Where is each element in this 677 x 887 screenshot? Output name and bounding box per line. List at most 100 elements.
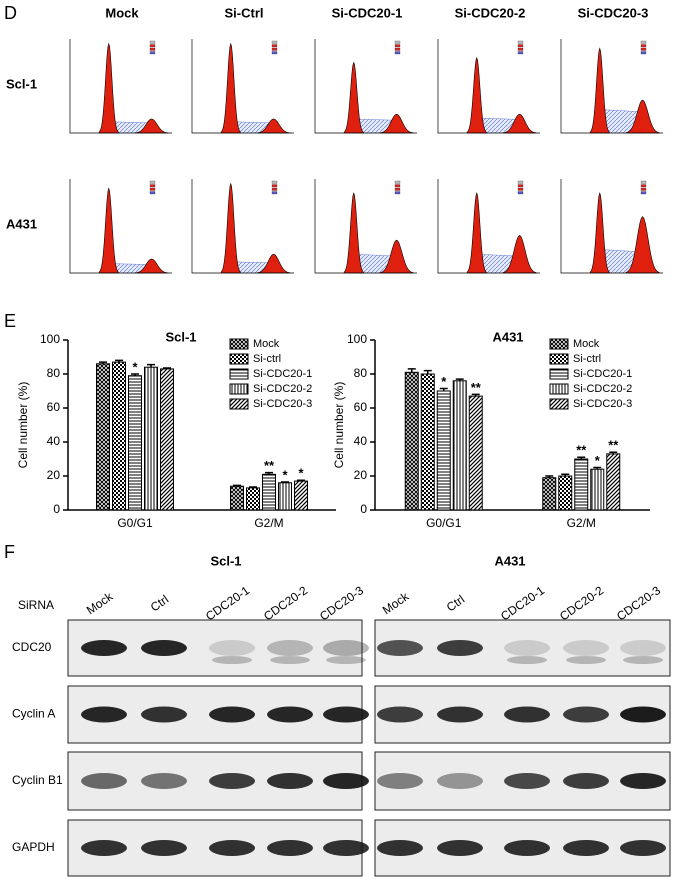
band xyxy=(563,706,609,723)
g2-peak xyxy=(256,118,291,134)
bar xyxy=(590,468,605,511)
legend-swatch xyxy=(394,180,401,184)
legend-swatch xyxy=(394,47,401,51)
band xyxy=(141,640,187,656)
error-bar xyxy=(233,484,241,487)
y-tick-label: 80 xyxy=(354,366,368,380)
band xyxy=(267,706,313,723)
legend-swatch xyxy=(517,44,524,48)
blot-row-label: CDC20 xyxy=(12,640,52,654)
band xyxy=(620,706,666,723)
legend-label: Si-ctrl xyxy=(573,353,601,365)
legend-swatch xyxy=(271,47,278,51)
significance: * xyxy=(132,359,138,374)
g1-peak xyxy=(589,192,610,274)
legend-label: Si-CDC20-1 xyxy=(253,368,312,380)
legend-swatch xyxy=(640,47,647,51)
axes xyxy=(314,179,417,274)
g1-peak xyxy=(466,56,487,134)
band xyxy=(620,640,666,656)
legend-swatch xyxy=(229,338,249,350)
band xyxy=(141,840,187,856)
bar xyxy=(160,368,174,511)
panel-label: D xyxy=(4,3,17,23)
band xyxy=(209,840,255,856)
bar xyxy=(128,375,142,511)
row-label: A431 xyxy=(6,216,37,231)
error-bar xyxy=(609,451,618,454)
legend-swatch xyxy=(640,191,647,195)
legend-swatch xyxy=(640,51,647,55)
legend-swatch xyxy=(271,191,278,195)
band xyxy=(323,773,369,789)
legend-swatch xyxy=(549,368,569,380)
band xyxy=(504,640,550,656)
x-tick-label: G2/M xyxy=(567,516,596,530)
legend-label: Mock xyxy=(253,338,280,350)
y-tick-label: 20 xyxy=(354,468,368,482)
significance: ** xyxy=(471,380,482,395)
legend-swatch xyxy=(394,191,401,195)
axes xyxy=(191,179,294,274)
legend-swatch xyxy=(549,353,569,365)
column-header: Si-CDC20-3 xyxy=(578,5,649,20)
bar xyxy=(452,380,467,511)
band xyxy=(326,656,366,664)
x-tick-label: G0/G1 xyxy=(426,516,462,530)
legend-label: Mock xyxy=(573,338,600,350)
g2-peak xyxy=(379,239,414,274)
band xyxy=(563,640,609,656)
legend-swatch xyxy=(271,180,278,184)
band xyxy=(563,773,609,789)
band xyxy=(81,840,127,856)
legend-swatch xyxy=(149,184,156,188)
y-tick-label: 0 xyxy=(360,502,367,516)
legend-label: Si-ctrl xyxy=(253,353,281,365)
bar xyxy=(112,361,126,511)
y-tick-label: 80 xyxy=(47,366,61,380)
row-label: Scl-1 xyxy=(6,76,37,91)
band xyxy=(323,640,369,656)
bar xyxy=(404,371,419,511)
legend-swatch xyxy=(149,44,156,48)
y-axis-label: Cell number (%) xyxy=(16,382,30,469)
chart-title: A431 xyxy=(492,329,523,344)
band xyxy=(620,773,666,789)
band xyxy=(209,706,255,723)
bar xyxy=(278,482,292,511)
axes xyxy=(437,39,540,134)
g2-peak xyxy=(379,113,414,134)
band xyxy=(141,773,187,789)
band xyxy=(437,640,483,656)
significance: ** xyxy=(608,438,619,453)
error-bar xyxy=(407,368,416,373)
g2-peak xyxy=(502,235,537,274)
legend-swatch xyxy=(149,51,156,55)
band xyxy=(504,706,550,723)
legend-swatch xyxy=(394,40,401,44)
error-bar xyxy=(545,475,554,478)
bar xyxy=(262,473,276,511)
blot-title: A431 xyxy=(494,553,525,568)
bar xyxy=(574,458,589,511)
bar xyxy=(420,373,435,511)
band xyxy=(563,840,609,856)
g1-peak xyxy=(466,192,487,274)
lane-label: CDC20-3 xyxy=(317,583,366,623)
y-tick-label: 40 xyxy=(47,434,61,448)
legend-swatch xyxy=(394,51,401,55)
band xyxy=(437,773,483,789)
legend-swatch xyxy=(640,44,647,48)
legend-swatch xyxy=(271,51,278,55)
legend-swatch xyxy=(229,398,249,410)
blot-row-label: Cyclin A xyxy=(12,707,55,721)
bar xyxy=(96,363,110,511)
legend-swatch xyxy=(394,44,401,48)
legend-swatch xyxy=(271,40,278,44)
error-bar xyxy=(281,481,289,483)
legend-swatch xyxy=(640,187,647,191)
band xyxy=(504,840,550,856)
band xyxy=(323,840,369,856)
band xyxy=(620,840,666,856)
